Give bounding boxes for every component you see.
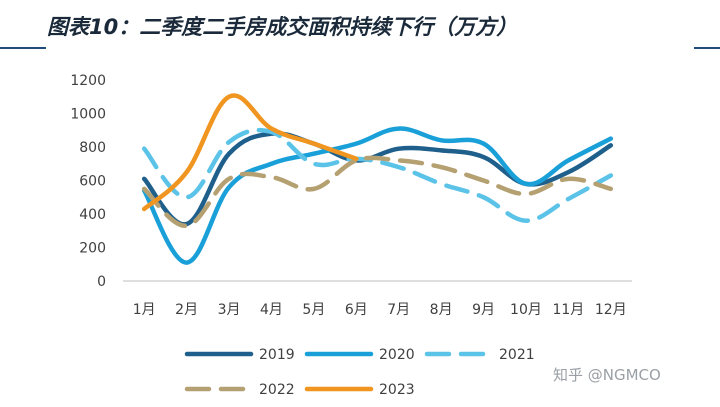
legend-label-2019: 2019 — [259, 347, 295, 363]
series-line-2021 — [141, 127, 614, 223]
watermark-text: 知乎 @NGMCO — [553, 366, 661, 384]
x-tick-label: 9月 — [472, 302, 495, 318]
series-line-2020 — [141, 126, 614, 265]
x-tick-label: 12月 — [595, 302, 627, 318]
y-tick-label: 400 — [79, 207, 106, 223]
legend: 2019 2020 2021 2022 2023 — [184, 347, 535, 398]
x-tick-label: 4月 — [260, 302, 283, 318]
legend-label-2022: 2022 — [259, 382, 295, 398]
y-tick-label: 1000 — [70, 107, 106, 123]
y-tick-label: 0 — [97, 274, 106, 290]
x-tick-label: 3月 — [218, 302, 241, 318]
y-tick-label: 800 — [79, 140, 106, 156]
x-tick-label: 7月 — [387, 302, 410, 318]
y-tick-label: 600 — [79, 174, 106, 190]
title-rule-right — [694, 47, 720, 49]
title-rule-left — [0, 47, 46, 49]
y-tick-label: 1200 — [70, 73, 106, 89]
x-tick-label: 2月 — [175, 302, 198, 318]
series-line-2022 — [141, 155, 614, 228]
series-lines — [141, 93, 614, 265]
series-line-2023 — [141, 93, 359, 212]
x-tick-label: 6月 — [345, 302, 368, 318]
legend-label-2023: 2023 — [379, 382, 415, 398]
chart-title: 图表10：二季度二手房成交面积持续下行（万方） — [47, 15, 518, 39]
legend-label-2021: 2021 — [499, 347, 535, 363]
watermark: 知乎 @NGMCO — [553, 364, 661, 385]
x-tick-label: 1月 — [133, 302, 156, 318]
x-tick-label: 10月 — [510, 302, 542, 318]
x-tick-label: 5月 — [302, 302, 325, 318]
legend-label-2020: 2020 — [379, 347, 415, 363]
axes: 0 200 400 600 800 1000 1200 1月 2月 3月 4月 5月 6月 7月 8月 9月 1… — [70, 73, 632, 318]
y-tick-label: 200 — [79, 241, 106, 257]
x-tick-label: 11月 — [552, 302, 584, 318]
x-tick-label: 8月 — [430, 302, 453, 318]
